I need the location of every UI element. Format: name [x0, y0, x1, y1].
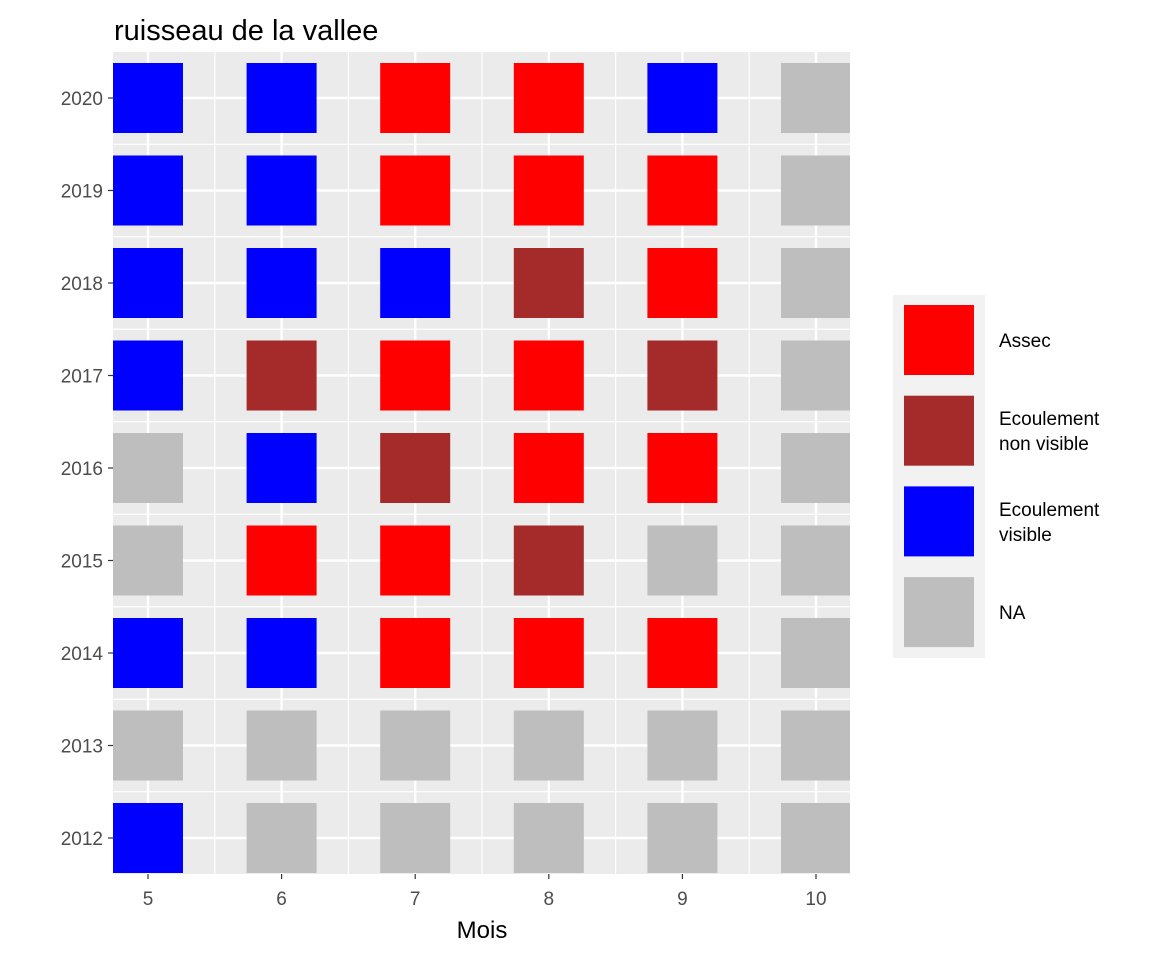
tile-2016-10	[781, 433, 850, 503]
tile-2013-6	[246, 710, 317, 781]
tile-2018-7	[380, 248, 451, 318]
tile-2013-10	[781, 710, 850, 781]
x-tick-label: 8	[544, 889, 555, 910]
tile-2014-8	[513, 618, 584, 688]
tile-2013-8	[513, 710, 584, 781]
tile-2018-10	[781, 248, 850, 318]
tile-2018-6	[246, 248, 317, 318]
tile-2016-9	[647, 433, 718, 503]
tile-2013-5	[113, 710, 183, 781]
tile-2015-10	[781, 525, 850, 596]
legend-label-line: visible	[999, 525, 1052, 546]
legend-key-ecoulement-non-visible	[904, 395, 974, 466]
y-tick-label: 2017	[61, 367, 103, 388]
tile-2018-8	[513, 248, 584, 318]
legend-label: Ecoulement non visible	[999, 409, 1100, 455]
x-tick-label: 6	[276, 889, 287, 910]
tile-2015-7	[380, 525, 451, 596]
tile-2016-6	[246, 433, 317, 503]
y-tick-label: 2015	[61, 552, 103, 573]
y-tick-label: 2012	[61, 829, 103, 850]
tile-2015-9	[647, 525, 718, 596]
tile-2013-9	[647, 710, 718, 781]
x-tick-label: 10	[805, 889, 826, 910]
tile-2013-7	[380, 710, 451, 781]
legend-key-na	[904, 577, 974, 648]
x-axis-title: Mois	[457, 917, 508, 944]
y-tick-label: 2013	[61, 737, 103, 758]
tile-2016-5	[113, 433, 183, 503]
tile-2017-10	[781, 340, 850, 411]
chart-title: ruisseau de la vallee	[114, 15, 378, 47]
tile-2019-10	[781, 155, 850, 226]
legend: Assec Ecoulement non visible Ecoulement visi…	[893, 295, 1100, 658]
tile-2014-9	[647, 618, 718, 688]
tile-2016-8	[513, 433, 584, 503]
tile-2020-10	[781, 63, 850, 133]
legend-label-line: NA	[999, 603, 1026, 624]
legend-key-ecoulement-visible	[904, 486, 974, 557]
tile-2015-6	[246, 525, 317, 596]
tile-2017-6	[246, 340, 317, 411]
tile-2012-9	[647, 803, 718, 873]
tile-2014-7	[380, 618, 451, 688]
legend-label-line: Ecoulement	[999, 500, 1100, 521]
tile-2012-6	[246, 803, 317, 873]
tile-2015-8	[513, 525, 584, 596]
tile-2020-8	[513, 63, 584, 133]
x-tick-label: 9	[677, 889, 688, 910]
tile-2018-9	[647, 248, 718, 318]
tile-2014-10	[781, 618, 850, 688]
tile-2012-10	[781, 803, 850, 873]
tile-2017-5	[113, 340, 183, 411]
tile-2012-8	[513, 803, 584, 873]
legend-label: Ecoulement visible	[999, 500, 1100, 546]
y-tick-label: 2018	[61, 274, 103, 295]
legend-label: Assec	[999, 331, 1051, 352]
y-tick-label: 2016	[61, 459, 103, 480]
tile-2017-7	[380, 340, 451, 411]
y-tick-label: 2014	[61, 644, 104, 665]
tile-2016-7	[380, 433, 451, 503]
tile-2019-7	[380, 155, 451, 226]
tile-2020-9	[647, 63, 718, 133]
tile-2018-5	[113, 248, 183, 318]
tile-2012-5	[113, 803, 183, 873]
legend-label-line: Ecoulement	[999, 409, 1100, 430]
tile-2017-9	[647, 340, 718, 411]
tiles	[113, 63, 850, 873]
tile-2014-6	[246, 618, 317, 688]
x-tick-label: 5	[143, 889, 154, 910]
legend-label: NA	[999, 603, 1026, 624]
tile-2019-5	[113, 155, 183, 226]
tile-2020-6	[246, 63, 317, 133]
legend-label-line: Assec	[999, 331, 1051, 352]
y-axis: 2020 2019 2018 2017 2016 2015 2014 2013 2012	[61, 89, 113, 850]
tile-2019-6	[246, 155, 317, 226]
tile-2019-9	[647, 155, 718, 226]
tile-2017-8	[513, 340, 584, 411]
y-tick-label: 2019	[61, 182, 103, 203]
x-axis: 5 6 7 8 9 10	[143, 874, 827, 910]
tile-2012-7	[380, 803, 451, 873]
tile-2020-7	[380, 63, 451, 133]
tile-2014-5	[113, 618, 183, 688]
legend-key-assec	[904, 305, 974, 375]
tile-2015-5	[113, 525, 183, 596]
y-tick-label: 2020	[61, 89, 103, 110]
tile-2020-5	[113, 63, 183, 133]
x-tick-label: 7	[410, 889, 421, 910]
legend-label-line: non visible	[999, 434, 1089, 455]
tile-2019-8	[513, 155, 584, 226]
